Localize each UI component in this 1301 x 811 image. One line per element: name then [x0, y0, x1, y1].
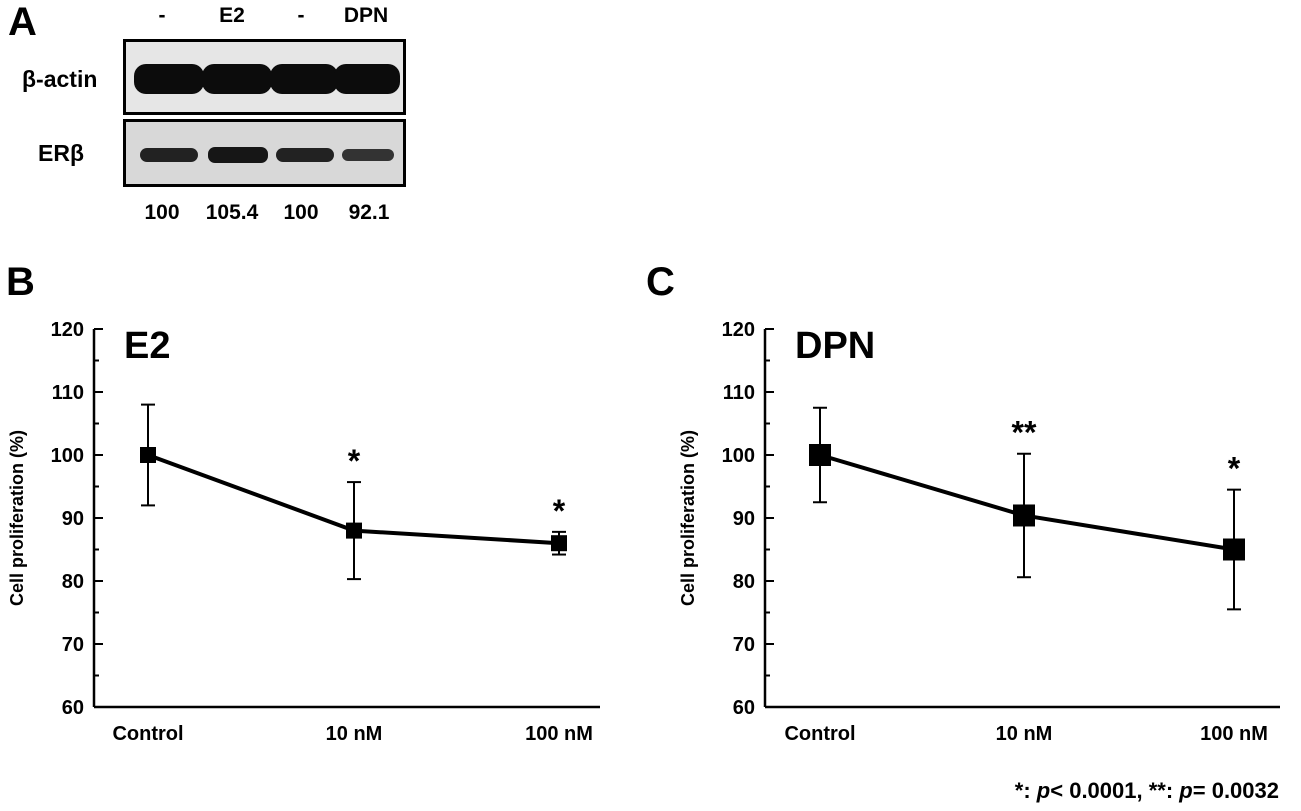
band [134, 64, 204, 94]
series-line [819, 453, 1235, 552]
significance-marker: ** [1012, 415, 1037, 451]
blot-beta-actin [123, 39, 406, 115]
chart-title: DPN [795, 325, 875, 367]
quant-value-1: 100 [144, 201, 180, 224]
y-tick-label: 120 [722, 319, 755, 341]
quant-value-4: 92.1 [348, 201, 390, 224]
y-tick-label: 120 [51, 319, 84, 341]
y-tick-label: 80 [62, 571, 84, 593]
lane-label-1: - [158, 4, 166, 27]
y-tick-label: 110 [52, 382, 84, 404]
data-point [1013, 504, 1035, 527]
x-tick-label: 10 nM [326, 723, 383, 745]
y-tick-label: 100 [722, 445, 755, 467]
y-tick-label: 100 [51, 445, 84, 467]
y-tick-label: 90 [62, 508, 84, 530]
data-point [1223, 538, 1245, 561]
row-label-er-beta: ERβ [38, 140, 84, 166]
x-tick-label: 100 nM [1200, 723, 1268, 745]
footnote-p: p [1036, 778, 1051, 803]
y-tick-label: 60 [62, 697, 84, 719]
x-tick-label: Control [784, 723, 855, 745]
chart-title: E2 [124, 325, 170, 367]
x-tick-label: 10 nM [996, 723, 1053, 745]
band [342, 149, 394, 161]
chart-e2: 60 70 80 90 100 110 120 Cell proliferation (%) C… [7, 319, 600, 745]
quant-value-3: 100 [283, 201, 319, 224]
band [270, 64, 338, 94]
data-point [809, 444, 831, 466]
row-label-beta-actin: β-actin [22, 66, 98, 92]
significance-footnote: *: p< 0.0001, **: p= 0.0032 [1015, 778, 1279, 804]
data-point [346, 522, 362, 539]
data-point [551, 535, 567, 552]
y-tick-label: 70 [733, 634, 755, 656]
panel-label-a: A [8, 0, 37, 44]
footnote-part: < 0.0001, **: [1050, 778, 1180, 803]
significance-marker: * [553, 493, 566, 529]
x-tick-label: Control [112, 723, 183, 745]
band [208, 147, 268, 163]
footnote-p: p [1179, 778, 1193, 803]
panel-label-b: B [6, 260, 35, 304]
footnote-part: *: [1014, 778, 1037, 803]
quant-value-2: 105.4 [205, 201, 259, 224]
chart-dpn: 60 70 80 90 100 110 120 Cell proliferation (%) C… [678, 319, 1280, 745]
lane-label-4: DPN [343, 4, 389, 27]
footnote-part: = 0.0032 [1192, 778, 1279, 803]
y-tick-label: 90 [733, 508, 755, 530]
band [276, 148, 334, 162]
band [140, 148, 198, 162]
y-tick-label: 80 [733, 571, 755, 593]
blot-er-beta [123, 119, 406, 187]
band [334, 64, 400, 94]
data-point [140, 447, 156, 463]
band [202, 64, 272, 94]
x-tick-label: 100 nM [525, 723, 593, 745]
panel-label-c: C [646, 260, 675, 304]
y-tick-label: 70 [62, 634, 84, 656]
significance-marker: * [1228, 451, 1241, 487]
y-tick-label: 110 [723, 382, 755, 404]
y-axis-label: Cell proliferation (%) [678, 430, 698, 606]
y-tick-label: 60 [733, 697, 755, 719]
lane-label-3: - [297, 4, 305, 27]
y-axis-label: Cell proliferation (%) [7, 430, 27, 606]
significance-marker: * [348, 443, 361, 479]
lane-label-2: E2 [219, 4, 245, 27]
